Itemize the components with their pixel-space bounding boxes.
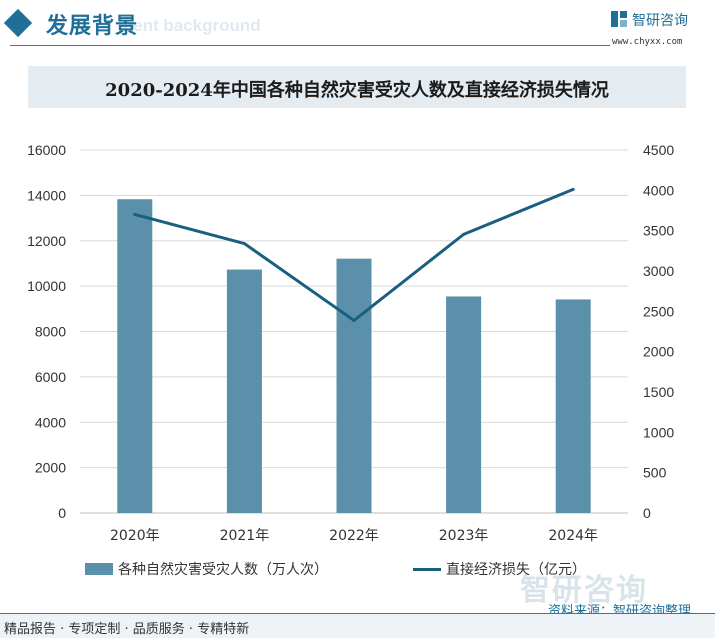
left-axis-tick-label: 14000 — [27, 187, 66, 203]
bar-series — [117, 199, 591, 513]
chart-legend: 各种自然灾害受灾人数（万人次） 直接经济损失（亿元） — [0, 558, 715, 582]
section-title: 发展背景 — [46, 14, 139, 39]
line-point — [571, 187, 575, 191]
legend-bar-label: 各种自然灾害受灾人数（万人次） — [118, 562, 328, 578]
left-axis-tick-label: 10000 — [27, 278, 66, 294]
right-axis-tick-label: 4500 — [643, 142, 674, 158]
left-axis-tick-label: 0 — [58, 505, 66, 521]
legend-line-label: 直接经济损失（亿元） — [446, 562, 586, 578]
x-axis-labels: 2020年 2021年 2022年 2023年 2024年 — [110, 528, 598, 544]
left-axis-tick-label: 4000 — [35, 414, 66, 430]
line-point — [133, 212, 137, 216]
chart-title-box: 2020-2024年中国各种自然灾害受灾人数及直接经济损失情况 — [28, 66, 686, 108]
bar — [336, 258, 372, 513]
bar — [117, 199, 153, 513]
bar — [226, 269, 262, 513]
chart-title: 2020-2024年中国各种自然灾害受灾人数及直接经济损失情况 — [105, 80, 609, 101]
left-axis-tick-label: 8000 — [35, 324, 66, 340]
footer-band — [0, 613, 715, 638]
left-axis-tick-label: 12000 — [27, 233, 66, 249]
left-axis-tick-label: 16000 — [27, 142, 66, 158]
line-point — [352, 318, 356, 322]
left-axis-ticks: 0 2000 4000 6000 8000 10000 12000 14000 16000 — [27, 142, 66, 521]
line-point — [242, 242, 246, 246]
right-axis-tick-label: 0 — [643, 505, 651, 521]
right-axis-tick-label: 4000 — [643, 182, 674, 198]
footer-tags: 精品报告 · 专项定制 · 品质服务 · 专精特新 — [4, 622, 250, 637]
right-axis-tick-label: 500 — [643, 465, 667, 481]
right-axis-tick-label: 2500 — [643, 303, 674, 319]
right-axis-tick-label: 3000 — [643, 263, 674, 279]
x-axis-label: 2022年 — [329, 528, 379, 544]
left-axis-tick-label: 6000 — [35, 369, 66, 385]
header-subtitle-watermark: ment background — [118, 16, 261, 35]
left-axis-tick-label: 2000 — [35, 460, 66, 476]
legend-bar-swatch — [85, 563, 113, 575]
footer-divider — [0, 613, 715, 614]
right-axis-ticks: 0 500 1000 1500 2000 2500 3000 3500 4000 4500 — [643, 142, 674, 521]
logo-name: 智研咨询 — [632, 13, 688, 29]
legend-line-swatch — [413, 568, 441, 571]
brand-logo: 智研咨询 www.chyxx.com — [610, 8, 710, 48]
line-series — [133, 187, 575, 322]
right-axis-tick-label: 3500 — [643, 223, 674, 239]
right-axis-tick-label: 2000 — [643, 344, 674, 360]
bar — [446, 296, 482, 513]
line-point — [462, 232, 466, 236]
header-divider — [10, 45, 610, 46]
right-axis-tick-label: 1000 — [643, 424, 674, 440]
x-axis-label: 2023年 — [439, 528, 489, 544]
logo-url: www.chyxx.com — [612, 37, 683, 47]
x-axis-label: 2020年 — [110, 528, 160, 544]
x-axis-label: 2021年 — [220, 528, 270, 544]
brand-watermark: 智研咨询 — [520, 573, 648, 608]
section-header: ment background 发展背景 — [0, 0, 715, 60]
logo-icon — [611, 11, 627, 27]
bar — [555, 299, 591, 513]
right-axis-tick-label: 1500 — [643, 384, 674, 400]
x-axis-label: 2024年 — [548, 528, 598, 544]
